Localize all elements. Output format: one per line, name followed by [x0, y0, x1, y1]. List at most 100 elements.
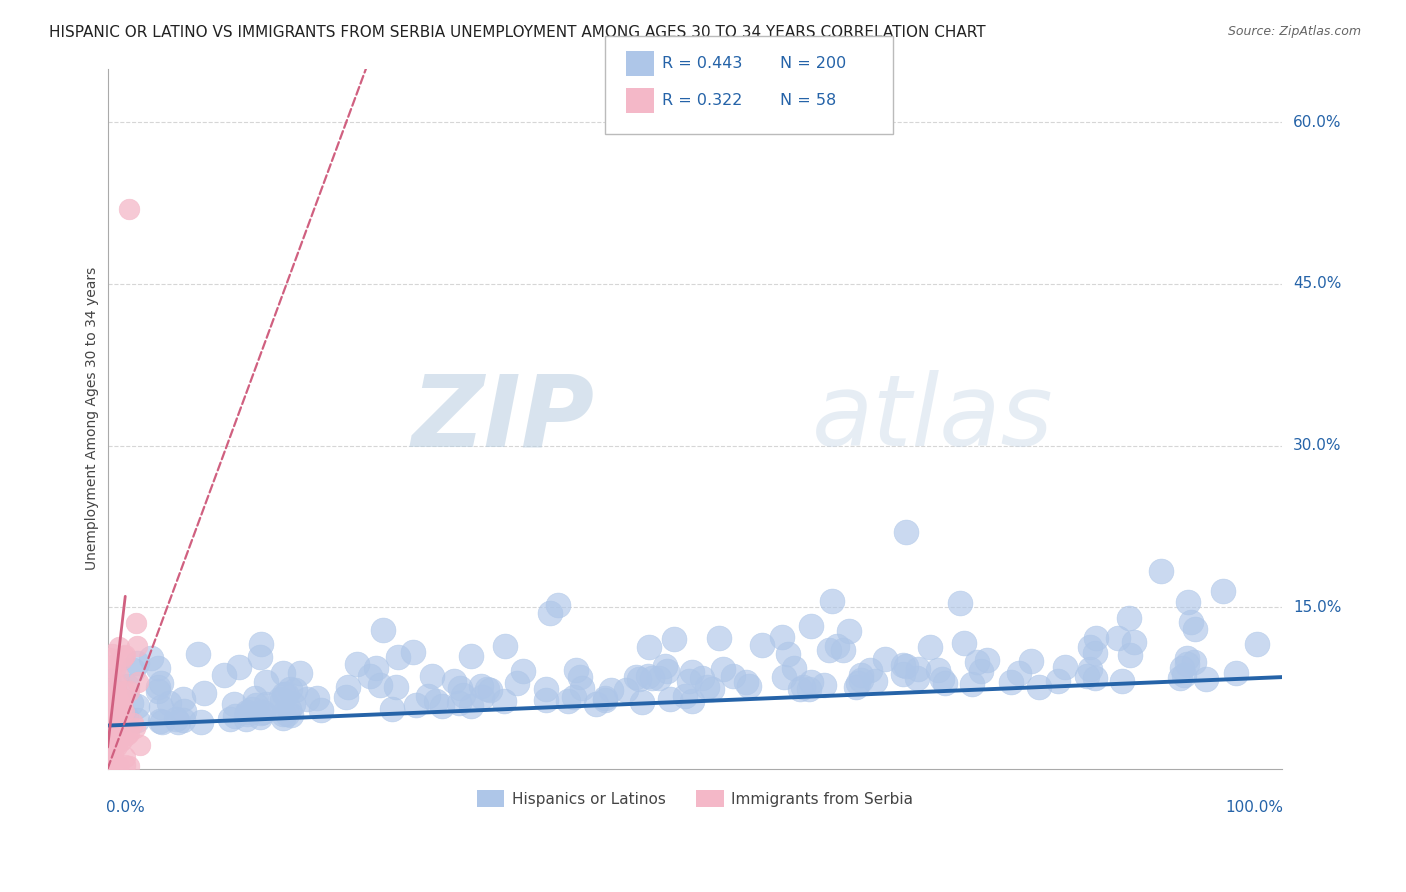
Point [569, 670, 592, 684]
Point [655, 664, 678, 678]
Point [114, 758, 136, 772]
Point [1182, 655, 1205, 669]
Point [111, 651, 134, 665]
Y-axis label: Unemployment Among Ages 30 to 34 years: Unemployment Among Ages 30 to 34 years [86, 267, 100, 570]
Point [460, 648, 482, 663]
Point [98, 753, 121, 767]
Point [107, 733, 129, 747]
Point [118, 726, 141, 740]
Point [538, 607, 561, 621]
Text: 60.0%: 60.0% [1294, 115, 1341, 130]
Point [1047, 673, 1070, 688]
Point [709, 631, 731, 645]
Point [772, 670, 794, 684]
Point [224, 709, 246, 723]
Point [658, 692, 681, 706]
Point [449, 696, 471, 710]
Point [141, 651, 163, 665]
Text: atlas: atlas [813, 370, 1054, 467]
Point [110, 713, 132, 727]
Text: HISPANIC OR LATINO VS IMMIGRANTS FROM SERBIA UNEMPLOYMENT AMONG AGES 30 TO 34 YE: HISPANIC OR LATINO VS IMMIGRANTS FROM SE… [49, 25, 986, 40]
Point [108, 729, 131, 743]
Point [187, 647, 209, 661]
Point [470, 690, 492, 704]
Point [631, 695, 654, 709]
Point [278, 681, 301, 696]
Point [624, 670, 647, 684]
Point [280, 707, 302, 722]
Point [891, 666, 914, 681]
Point [249, 650, 271, 665]
Point [387, 650, 409, 665]
Point [907, 661, 929, 675]
Point [475, 682, 498, 697]
Point [702, 682, 724, 697]
Point [451, 688, 474, 702]
Point [235, 707, 257, 722]
Point [600, 682, 623, 697]
Point [425, 693, 447, 707]
Point [173, 704, 195, 718]
Point [97, 673, 120, 687]
Point [173, 713, 195, 727]
Point [103, 726, 125, 740]
Point [1173, 668, 1195, 682]
Point [110, 733, 132, 747]
Point [273, 687, 295, 701]
Point [1177, 595, 1199, 609]
Text: R = 0.443: R = 0.443 [662, 56, 742, 70]
Point [1195, 672, 1218, 686]
Point [1084, 671, 1107, 685]
Point [101, 696, 124, 710]
Point [797, 682, 820, 697]
Point [281, 697, 304, 711]
Point [534, 681, 557, 696]
Point [101, 716, 124, 731]
Point [1175, 651, 1198, 665]
Point [118, 684, 141, 698]
Point [820, 593, 842, 607]
Point [1053, 660, 1076, 674]
Point [1184, 622, 1206, 636]
Point [110, 725, 132, 739]
Text: N = 200: N = 200 [780, 56, 846, 70]
Point [1084, 646, 1107, 660]
Point [172, 691, 194, 706]
Point [149, 714, 172, 728]
Point [127, 639, 149, 653]
Point [103, 706, 125, 721]
Point [585, 697, 607, 711]
Point [125, 615, 148, 630]
Point [654, 659, 676, 673]
Point [976, 653, 998, 667]
Point [711, 662, 734, 676]
Point [385, 680, 408, 694]
Point [818, 643, 841, 657]
Point [1212, 583, 1234, 598]
Point [101, 697, 124, 711]
Point [1078, 662, 1101, 676]
Point [1000, 675, 1022, 690]
Point [219, 712, 242, 726]
Point [118, 758, 141, 772]
Point [1085, 631, 1108, 645]
Point [101, 751, 124, 765]
Point [271, 707, 294, 722]
Point [564, 663, 586, 677]
Point [125, 698, 148, 713]
Point [800, 674, 823, 689]
Point [108, 730, 131, 744]
Point [228, 660, 250, 674]
Point [105, 739, 128, 753]
Text: 30.0%: 30.0% [1294, 438, 1341, 453]
Point [696, 681, 718, 695]
Point [193, 685, 215, 699]
Point [1028, 680, 1050, 694]
Point [309, 703, 332, 717]
Point [101, 747, 124, 762]
Point [112, 684, 135, 698]
Point [934, 676, 956, 690]
Point [953, 635, 976, 649]
Point [150, 676, 173, 690]
Point [432, 698, 454, 713]
